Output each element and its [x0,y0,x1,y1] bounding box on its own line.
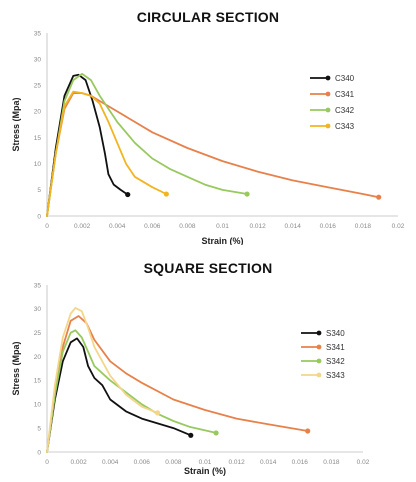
x-tick-label: 0.02 [392,223,405,230]
chart-square-section: SQUARE SECTION 0 5 10 15 20 25 30 35 0 0.002 0.004… [0,245,416,482]
series-end-marker-c341 [376,194,382,200]
plot-area: 0 5 10 15 20 25 30 35 0 0.002 0.004 0.006 0.008 0.01 0… [11,282,370,476]
y-tick-label: 30 [34,306,42,313]
series-end-marker-c340 [125,191,131,198]
legend-marker-c342 [325,107,331,113]
series-end-marker-c343 [163,191,169,197]
x-tick-label: 0.004 [109,223,126,230]
chart-title: SQUARE SECTION [143,260,273,276]
legend-marker-s342 [316,358,322,364]
x-tick-label: 0.006 [144,223,161,230]
legend-label-c340: C340 [335,74,355,83]
y-tick-label: 0 [37,213,41,220]
x-tick-label: 0.004 [102,459,119,466]
legend-marker-s341 [316,344,322,350]
x-tick-label: 0.002 [70,459,87,466]
legend-label-s340: S340 [326,329,345,338]
x-tick-label: 0.002 [74,223,91,230]
y-tick-label: 30 [34,56,42,63]
series-line-s343 [46,307,159,453]
x-tick-label: 0.01 [216,223,229,230]
x-tick-label: 0.008 [165,459,182,466]
x-tick-label: 0.016 [320,223,337,230]
y-tick-label: 10 [34,161,42,168]
series-line-c340 [46,73,129,217]
x-tick-label: 0.01 [199,459,212,466]
x-tick-label: 0.016 [292,459,309,466]
x-tick-label: 0.02 [357,459,370,466]
y-tick-label: 15 [34,135,42,142]
x-axis-title: Strain (%) [201,236,243,245]
legend-label-c341: C341 [335,90,355,99]
y-tick-label: 15 [34,378,42,385]
legend-label-c342: C342 [335,106,355,115]
y-tick-label: 35 [34,30,42,37]
series-line-s342 [46,329,217,453]
x-tick-label: 0.014 [260,459,277,466]
y-tick-label: 5 [37,187,41,194]
series-line-s340 [46,337,192,453]
x-tick-label: 0.012 [249,223,266,230]
series-end-marker-s340 [188,432,194,438]
legend-marker-s343 [316,372,322,378]
legend-label-s342: S342 [326,357,345,366]
y-axis-title: Stress (Mpa) [11,97,21,151]
y-tick-label: 0 [37,449,41,456]
y-axis-title: Stress (Mpa) [11,341,21,395]
series-line-c341 [46,92,380,217]
series-end-marker-s341 [305,428,311,434]
x-tick-label: 0.008 [179,223,196,230]
y-tick-label: 35 [34,282,42,289]
x-tick-label: 0.018 [355,223,372,230]
plot-area: 0 5 10 15 20 25 30 35 0 0.002 0.004 0.006 0.008 0.01 0… [11,30,405,245]
series-end-marker-s343 [155,410,161,416]
legend-label-s343: S343 [326,371,345,380]
legend-marker-c340 [325,75,331,81]
x-tick-label: 0.012 [228,459,245,466]
series-end-marker-s342 [213,430,219,436]
x-tick-label: 0.018 [323,459,340,466]
x-tick-label: 0 [45,459,49,466]
x-axis-title: Strain (%) [184,466,226,476]
series-line-s341 [46,315,309,453]
series-line-c342 [46,72,248,217]
y-tick-label: 5 [37,425,41,432]
x-tick-label: 0.006 [134,459,151,466]
x-tick-label: 0 [45,223,49,230]
legend-marker-s340 [316,330,322,336]
chart-circular-section: CIRCULAR SECTION 0 5 10 15 20 25 30 35 0 0.002 0.0… [11,9,405,245]
chart-title: CIRCULAR SECTION [136,9,280,25]
y-tick-label: 25 [34,83,42,90]
series-end-marker-c342 [244,191,250,197]
y-tick-label: 25 [34,330,42,337]
series-line-c343 [46,90,168,217]
legend-label-c343: C343 [335,122,355,131]
y-tick-label: 10 [34,402,42,409]
legend-marker-c343 [325,123,331,129]
y-tick-label: 20 [34,109,42,116]
y-tick-label: 20 [34,354,42,361]
legend-marker-c341 [325,91,331,97]
legend-label-s341: S341 [326,343,345,352]
x-tick-label: 0.014 [285,223,302,230]
